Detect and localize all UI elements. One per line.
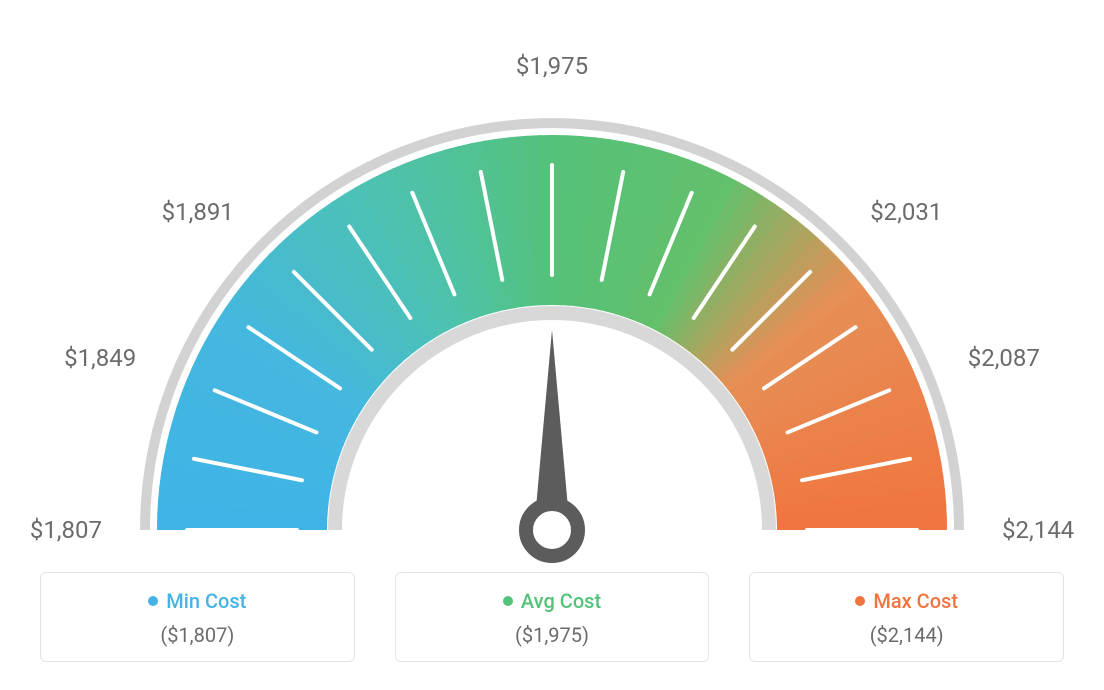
legend-value-avg: ($1,975) [406, 623, 699, 647]
legend-value-max: ($2,144) [760, 623, 1053, 647]
legend-title-min: Min Cost [148, 589, 246, 613]
gauge-chart: $1,807 $1,849 $1,891 $1,975 $2,031 $2,087 $2,1… [0, 0, 1104, 560]
legend-value-min: ($1,807) [51, 623, 344, 647]
legend-dot-max [855, 596, 865, 606]
gauge-scale-label: $1,975 [516, 52, 588, 80]
legend-label-min: Min Cost [166, 589, 246, 613]
legend-dot-avg [503, 596, 513, 606]
gauge-scale-label: $2,031 [870, 198, 942, 226]
legend-label-max: Max Cost [873, 589, 958, 613]
gauge-svg [52, 30, 1052, 590]
legend-row: Min Cost ($1,807) Avg Cost ($1,975) Max … [0, 572, 1104, 662]
gauge-scale-label: $1,849 [64, 344, 136, 372]
legend-title-avg: Avg Cost [503, 589, 601, 613]
gauge-scale-label: $2,144 [1002, 516, 1074, 544]
legend-dot-min [148, 596, 158, 606]
legend-label-avg: Avg Cost [521, 589, 601, 613]
legend-title-max: Max Cost [855, 589, 958, 613]
gauge-scale-label: $1,891 [162, 198, 234, 226]
gauge-scale-label: $2,087 [968, 344, 1040, 372]
legend-card-max: Max Cost ($2,144) [749, 572, 1064, 662]
gauge-scale-label: $1,807 [30, 516, 102, 544]
legend-card-avg: Avg Cost ($1,975) [395, 572, 710, 662]
legend-card-min: Min Cost ($1,807) [40, 572, 355, 662]
